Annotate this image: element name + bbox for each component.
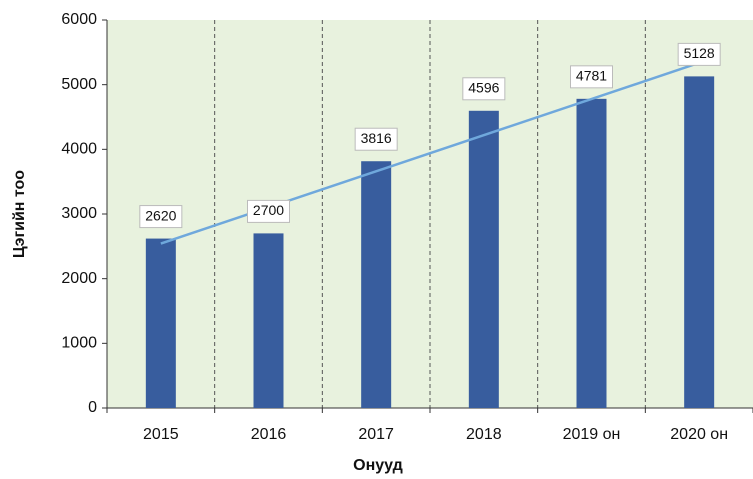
y-axis-title: Цэгийн тоо [11, 170, 28, 258]
x-tick-label: 2015 [143, 426, 179, 443]
y-tick-label: 4000 [61, 141, 97, 158]
data-label: 2700 [253, 202, 284, 218]
x-tick-label: 2019 он [563, 426, 621, 443]
x-tick-label: 2020 он [670, 426, 728, 443]
bar [253, 233, 284, 408]
data-label: 2620 [145, 207, 176, 223]
data-label-box [139, 205, 183, 229]
data-label-box [570, 65, 613, 89]
data-label-box [677, 42, 721, 66]
y-tick-label: 2000 [61, 270, 97, 287]
data-label-box [247, 199, 290, 223]
x-axis-title: Онууд [353, 457, 403, 474]
data-label: 3816 [361, 130, 392, 146]
data-label: 5128 [684, 45, 715, 61]
bar [145, 238, 176, 408]
y-tick-label: 0 [88, 399, 97, 416]
bar [468, 110, 499, 409]
x-tick-label: 2016 [251, 426, 287, 443]
bar [361, 161, 392, 408]
y-tick-label: 3000 [61, 205, 97, 222]
x-tick-label: 2017 [358, 426, 394, 443]
data-label: 4596 [468, 79, 499, 95]
data-label: 4781 [576, 68, 607, 84]
bar [576, 98, 607, 408]
y-tick-label: 6000 [61, 11, 97, 28]
x-tick-label: 2018 [466, 426, 502, 443]
y-tick-label: 1000 [61, 335, 97, 352]
bar [684, 76, 715, 408]
data-label-box [462, 77, 506, 101]
data-label-box [354, 127, 398, 151]
y-tick-label: 5000 [61, 76, 97, 93]
